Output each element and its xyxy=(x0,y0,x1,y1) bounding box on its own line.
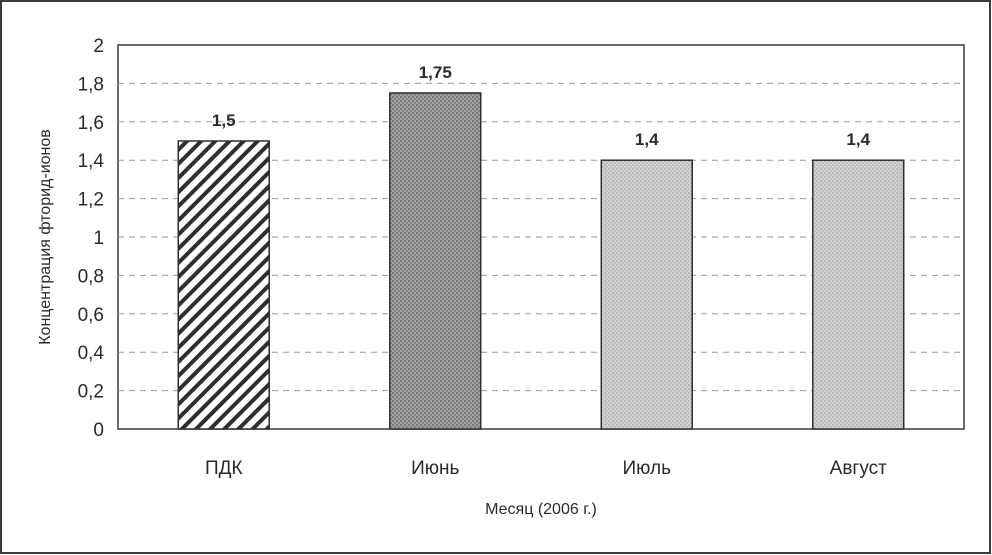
bar-value-label: 1,5 xyxy=(212,111,236,130)
bar xyxy=(177,140,270,430)
bar-value-label: 1,75 xyxy=(419,63,452,82)
bars xyxy=(177,92,905,430)
bar-value-label: 1,4 xyxy=(635,130,659,149)
x-axis-title: Месяц (2006 г.) xyxy=(485,501,597,518)
y-tick-label: 0,4 xyxy=(78,343,105,364)
y-tick-label: 1,4 xyxy=(78,151,105,172)
y-tick-label: 1,2 xyxy=(78,190,104,211)
x-tick-label: Август xyxy=(830,458,887,479)
y-tick-label: 0,8 xyxy=(78,266,104,287)
data-labels: 1,5 1,75 1,4 1,4 xyxy=(212,63,871,149)
y-tick-label: 0,2 xyxy=(78,382,104,403)
y-tick-label: 1 xyxy=(93,228,104,249)
y-tick-label: 1,6 xyxy=(78,113,104,134)
y-axis-title: Концентрация фторид-ионов xyxy=(37,129,54,345)
x-tick-label: Июль xyxy=(623,458,672,479)
x-tick-label: ПДК xyxy=(205,458,243,479)
x-tick-label: Июнь xyxy=(411,458,459,479)
y-tick-label: 1,8 xyxy=(78,74,104,95)
bar xyxy=(389,92,482,430)
y-tick-label: 0 xyxy=(93,420,104,441)
y-axis-ticks: 0 0,2 0,4 0,6 0,8 1 1,2 1,4 1,6 1,8 2 xyxy=(78,36,105,441)
bar xyxy=(812,159,905,430)
x-axis-ticks: ПДК Июнь Июль Август xyxy=(205,458,887,479)
bar-value-label: 1,4 xyxy=(846,130,870,149)
y-tick-label: 0,6 xyxy=(78,305,104,326)
bar xyxy=(600,159,693,430)
y-tick-label: 2 xyxy=(93,36,104,57)
